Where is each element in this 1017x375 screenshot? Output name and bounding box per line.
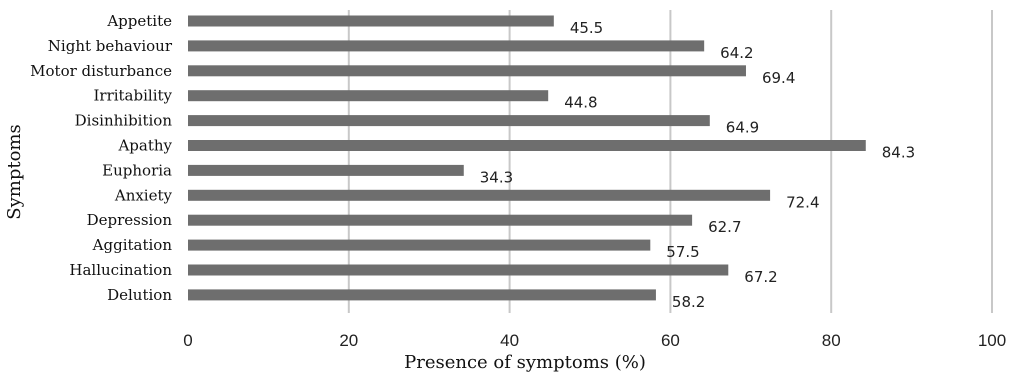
- category-label: Irritability: [93, 87, 172, 105]
- category-label: Aggitation: [92, 236, 173, 254]
- x-tick-labels: 0 20 40 60 80 100: [183, 331, 1006, 350]
- category-labels: Appetite Night behaviour Motor disturbance…: [30, 12, 173, 304]
- x-tick-label: 80: [822, 331, 841, 350]
- data-label: 58.2: [672, 293, 705, 311]
- bar: [188, 65, 746, 77]
- data-label: 67.2: [744, 268, 777, 286]
- bar: [188, 189, 771, 201]
- value-labels: 45.5 64.2 69.4 44.8 64.9 84.3 34.3 72.4 62.7 57.5…: [480, 19, 915, 311]
- category-label: Appetite: [106, 12, 172, 30]
- data-label: 34.3: [480, 168, 513, 186]
- category-label: Night behaviour: [48, 37, 173, 55]
- x-tick-label: 40: [500, 331, 519, 350]
- bar: [188, 15, 554, 27]
- y-axis-title: Symptoms: [4, 124, 25, 219]
- x-axis-title: Presence of symptoms (%): [404, 352, 646, 373]
- data-label: 69.4: [762, 69, 795, 87]
- bar: [188, 264, 729, 276]
- bar: [188, 90, 549, 102]
- bar: [188, 115, 710, 127]
- category-label: Apathy: [117, 137, 172, 155]
- data-label: 62.7: [708, 218, 741, 236]
- bar: [188, 289, 656, 301]
- bar: [188, 239, 651, 251]
- bars: [188, 15, 866, 301]
- x-tick-label: 0: [183, 331, 192, 350]
- bar: [188, 40, 705, 52]
- data-label: 44.8: [564, 94, 597, 112]
- bar: [188, 164, 464, 176]
- data-label: 45.5: [570, 19, 603, 37]
- x-tick-label: 100: [978, 331, 1006, 350]
- category-label: Depression: [87, 211, 173, 229]
- category-label: Delution: [107, 286, 172, 304]
- data-label: 57.5: [666, 243, 699, 261]
- category-label: Euphoria: [102, 161, 172, 179]
- data-label: 64.9: [726, 119, 759, 137]
- x-tick-label: 60: [661, 331, 680, 350]
- category-label: Hallucination: [69, 261, 172, 279]
- bar: [188, 214, 693, 226]
- x-tick-label: 20: [339, 331, 358, 350]
- bar: [188, 140, 866, 151]
- category-label: Anxiety: [114, 186, 173, 204]
- gridlines: [347, 10, 993, 313]
- data-label: 84.3: [882, 144, 915, 162]
- data-label: 72.4: [786, 193, 819, 211]
- data-label: 64.2: [720, 44, 753, 62]
- category-label: Motor disturbance: [30, 62, 172, 80]
- category-label: Disinhibition: [75, 112, 173, 130]
